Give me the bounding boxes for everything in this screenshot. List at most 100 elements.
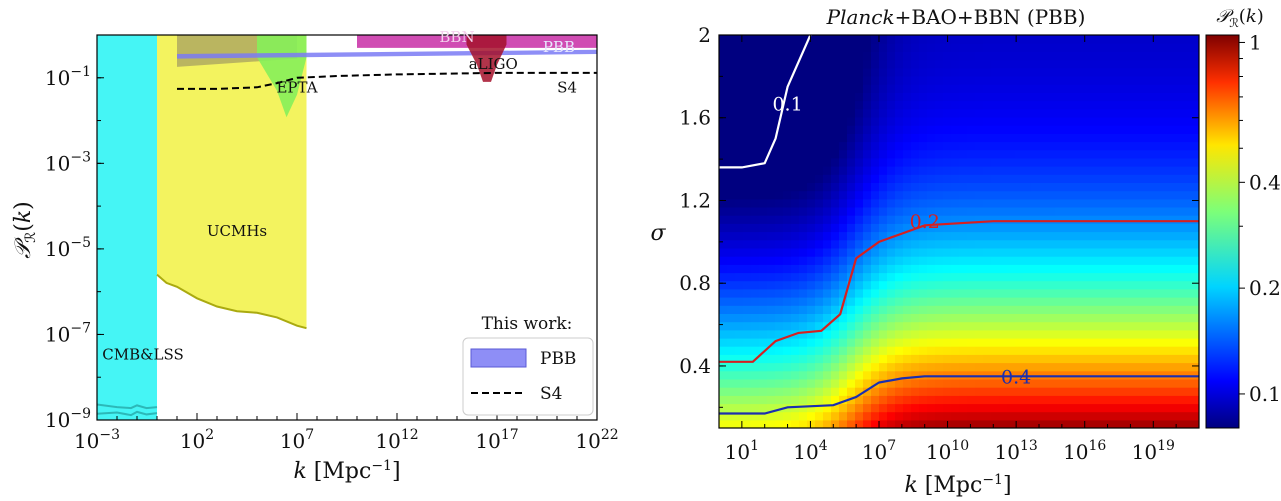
- heatmap-cell: [1111, 141, 1120, 151]
- heatmap-cell: [959, 321, 968, 331]
- heatmap-cell: [1023, 174, 1032, 183]
- heatmap-cell: [999, 51, 1008, 61]
- heatmap-cell: [1111, 215, 1120, 224]
- heatmap-cell: [831, 206, 840, 216]
- heatmap-cell: [975, 51, 984, 61]
- heatmap-cell: [807, 35, 816, 44]
- heatmap-cell: [855, 305, 864, 314]
- heatmap-cell: [983, 116, 992, 126]
- heatmap-cell: [871, 264, 880, 274]
- heatmap-cell: [1175, 403, 1184, 413]
- heatmap-cell: [839, 149, 848, 159]
- heatmap-cell: [1087, 419, 1096, 428]
- heatmap-cell: [1039, 108, 1048, 118]
- heatmap-cell: [1191, 297, 1199, 306]
- heatmap-cell: [887, 256, 896, 265]
- heatmap-cell: [823, 403, 832, 413]
- heatmap-cell: [1119, 256, 1128, 265]
- heatmap-cell: [1159, 395, 1168, 405]
- heatmap-cell: [975, 125, 984, 134]
- heatmap-cell: [967, 108, 976, 118]
- heatmap-cell: [983, 346, 992, 355]
- heatmap-cell: [1183, 223, 1192, 233]
- heatmap-cell: [935, 239, 944, 249]
- heatmap-cell: [735, 149, 744, 159]
- heatmap-cell: [1007, 247, 1016, 257]
- heatmap-cell: [911, 256, 920, 265]
- heatmap-cell: [1015, 321, 1024, 331]
- heatmap-cell: [823, 43, 832, 52]
- heatmap-cell: [743, 370, 752, 380]
- heatmap-cell: [991, 411, 1000, 421]
- heatmap-cell: [911, 206, 920, 216]
- left-x-tick-label: 1017: [475, 427, 518, 453]
- heatmap-cell: [719, 411, 728, 421]
- heatmap-cell: [1159, 92, 1168, 102]
- heatmap-cell: [783, 92, 792, 102]
- heatmap-cell: [999, 321, 1008, 331]
- heatmap-cell: [799, 141, 808, 151]
- heatmap-cell: [735, 59, 744, 69]
- heatmap-cell: [807, 84, 816, 93]
- heatmap-cell: [743, 272, 752, 282]
- heatmap-cell: [1111, 321, 1120, 331]
- heatmap-cell: [1183, 206, 1192, 216]
- heatmap-cell: [1055, 190, 1064, 200]
- heatmap-cell: [863, 198, 872, 208]
- heatmap-cell: [1175, 166, 1184, 175]
- heatmap-cell: [727, 411, 736, 421]
- heatmap-cell: [1127, 108, 1136, 118]
- heatmap-cell: [1087, 174, 1096, 183]
- heatmap-cell: [983, 174, 992, 183]
- heatmap-cell: [871, 280, 880, 290]
- heatmap-cell: [863, 43, 872, 52]
- heatmap-cell: [1095, 321, 1104, 331]
- heatmap-cell: [879, 59, 888, 69]
- heatmap-cell: [959, 215, 968, 224]
- heatmap-cell: [1175, 231, 1184, 241]
- heatmap-cell: [871, 67, 880, 77]
- heatmap-cell: [1127, 231, 1136, 241]
- heatmap-cell: [1143, 149, 1152, 159]
- heatmap-cell: [751, 84, 760, 93]
- heatmap-cell: [1127, 100, 1136, 110]
- heatmap-cell: [951, 157, 960, 167]
- heatmap-cell: [1175, 329, 1184, 339]
- heatmap-cell: [1167, 239, 1176, 249]
- heatmap-cell: [879, 362, 888, 372]
- heatmap-cell: [887, 370, 896, 380]
- heatmap-cell: [855, 256, 864, 265]
- heatmap-cell: [1167, 59, 1176, 69]
- heatmap-cell: [999, 354, 1008, 364]
- heatmap-cell: [847, 75, 856, 85]
- heatmap-cell: [855, 370, 864, 380]
- heatmap-cell: [719, 378, 728, 388]
- heatmap-cell: [1119, 305, 1128, 314]
- heatmap-cell: [759, 411, 768, 421]
- heatmap-cell: [1055, 419, 1064, 428]
- heatmap-cell: [1159, 215, 1168, 224]
- heatmap-cell: [759, 239, 768, 249]
- heatmap-cell: [1095, 116, 1104, 126]
- heatmap-cell: [887, 100, 896, 110]
- heatmap-cell: [895, 223, 904, 233]
- heatmap-cell: [1031, 84, 1040, 93]
- heatmap-cell: [1111, 419, 1120, 428]
- aligo-region: [466, 35, 507, 82]
- heatmap-cell: [1167, 387, 1176, 396]
- heatmap-cell: [887, 378, 896, 388]
- heatmap-cell: [1007, 174, 1016, 183]
- heatmap-cell: [1023, 411, 1032, 421]
- heatmap-cell: [1007, 313, 1016, 323]
- heatmap-cell: [807, 231, 816, 241]
- heatmap-cell: [791, 59, 800, 69]
- heatmap-cell: [751, 231, 760, 241]
- heatmap-cell: [1167, 100, 1176, 110]
- heatmap-cell: [1159, 59, 1168, 69]
- heatmap-cell: [767, 166, 776, 175]
- heatmap-cell: [1031, 239, 1040, 249]
- heatmap-cell: [919, 75, 928, 85]
- heatmap-cell: [1175, 174, 1184, 183]
